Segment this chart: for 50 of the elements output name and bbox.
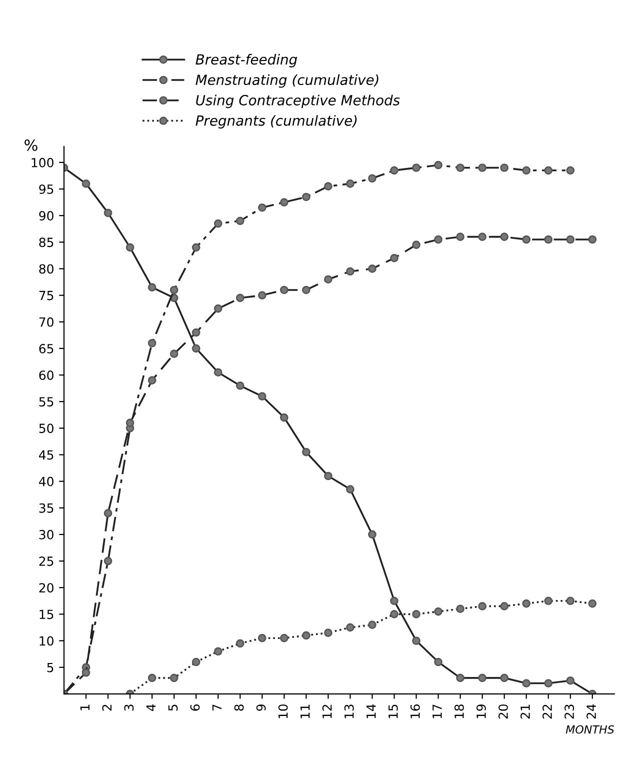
y-tick-label: 35 [39, 503, 54, 513]
x-tick-label: 13 [344, 704, 354, 718]
y-tick-label: 60 [39, 370, 54, 380]
x-tick-label: 23 [564, 704, 574, 719]
x-tick-label: 21 [520, 704, 530, 719]
y-tick-label: 100 [32, 158, 54, 168]
legend-label: Using Contraceptive Methods [196, 94, 400, 108]
y-tick-label: 70 [39, 317, 54, 327]
x-tick-label: 16 [410, 704, 420, 718]
x-tick-label: 7 [212, 704, 222, 711]
x-tick-label: 10 [278, 704, 288, 718]
y-tick-label: 50 [39, 424, 54, 434]
y-tick-label: 25 [39, 556, 54, 566]
x-axis-title: MONTHS [566, 725, 614, 734]
y-tick-label: 10 [40, 636, 54, 646]
y-tick-label: 65 [39, 344, 54, 354]
y-tick-label: 20 [39, 583, 54, 593]
x-tick-label: 3 [124, 704, 134, 711]
legend-label: Pregnants (cumulative) [196, 115, 357, 129]
y-tick-label: 45 [38, 450, 54, 460]
legend-label: Menstruating (cumulative) [196, 74, 378, 88]
x-tick-label: 5 [168, 704, 178, 711]
y-tick-label: 5 [47, 662, 54, 672]
y-tick-label: 40 [38, 476, 54, 486]
y-tick-label: 15 [40, 610, 54, 620]
x-tick-label: 4 [146, 704, 156, 711]
y-tick-label: 85 [39, 238, 54, 248]
y-tick-label: 30 [39, 530, 54, 540]
x-tick-label: 20 [498, 704, 508, 719]
y-tick-label: 75 [39, 290, 54, 300]
x-tick-label: 12 [322, 704, 332, 718]
x-tick-label: 19 [476, 704, 486, 718]
x-tick-label: 22 [542, 704, 552, 719]
x-tick-label: 17 [432, 704, 442, 718]
y-tick-label: 90 [39, 211, 54, 221]
x-tick-label: 11 [300, 704, 310, 718]
x-tick-label: 24 [586, 704, 596, 719]
x-tick-label: 9 [256, 704, 266, 711]
x-tick-label: 2 [102, 704, 112, 711]
y-tick-label: 95 [39, 184, 54, 194]
y-tick-label: 80 [39, 264, 54, 274]
x-tick-label: 14 [366, 704, 376, 718]
x-tick-label: 1 [80, 704, 90, 710]
y-tick-label: 55 [39, 397, 54, 407]
x-tick-label: 6 [190, 704, 200, 711]
x-tick-label: 8 [234, 704, 244, 711]
legend-label: Breast-feeding [196, 54, 298, 68]
x-tick-label: 15 [388, 704, 398, 718]
y-axis-title: % [24, 139, 38, 151]
x-tick-label: 18 [454, 704, 464, 718]
